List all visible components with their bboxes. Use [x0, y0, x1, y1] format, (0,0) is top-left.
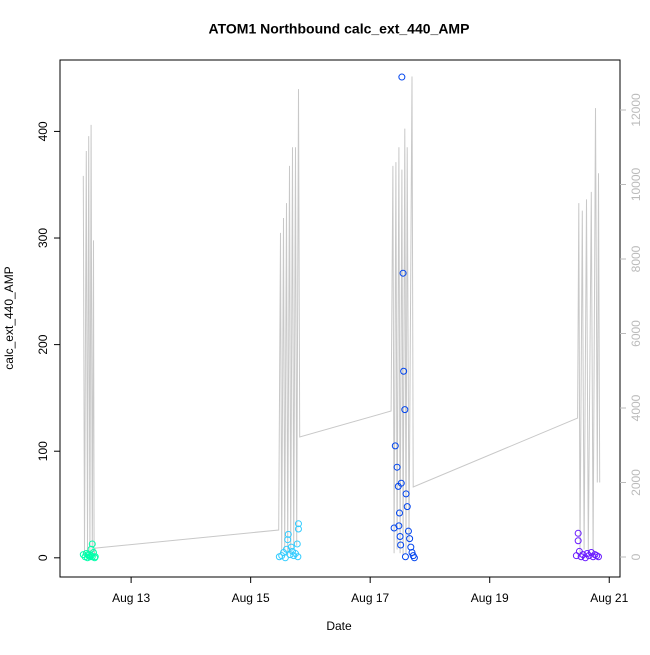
- point: [91, 553, 99, 561]
- y2-tick-label: 10000: [629, 167, 643, 201]
- point: [87, 552, 95, 560]
- point: [88, 540, 96, 548]
- point: [396, 532, 404, 540]
- y-axis-title: calc_ext_440_AMP: [2, 266, 16, 369]
- y2-tick-label: 4000: [629, 394, 643, 421]
- point: [397, 479, 405, 487]
- point: [281, 554, 289, 562]
- point: [577, 553, 585, 561]
- y2-tick-label: 12000: [629, 93, 643, 127]
- point: [583, 550, 591, 558]
- point: [593, 552, 601, 560]
- y-tick-label: 300: [36, 228, 50, 248]
- y-tick-label: 200: [36, 334, 50, 354]
- point: [574, 529, 582, 537]
- point: [397, 541, 405, 549]
- point: [398, 73, 406, 81]
- y2-tick-label: 0: [629, 553, 643, 560]
- point: [290, 552, 298, 560]
- point: [574, 537, 582, 545]
- chart-title: ATOM1 Northbound calc_ext_440_AMP: [209, 21, 470, 37]
- point: [293, 540, 301, 548]
- point: [395, 522, 403, 530]
- x-tick-label: Aug 15: [232, 591, 270, 605]
- x-tick-label: Aug 17: [351, 591, 389, 605]
- point: [287, 543, 295, 551]
- point: [395, 509, 403, 517]
- y2-tick-label: 8000: [629, 245, 643, 272]
- line: [82, 76, 601, 558]
- y2-tick-label: 6000: [629, 320, 643, 347]
- point: [400, 367, 408, 375]
- point: [391, 442, 399, 450]
- point: [294, 525, 302, 533]
- y-tick-label: 100: [36, 441, 50, 461]
- point: [294, 520, 302, 528]
- point: [401, 553, 409, 561]
- point: [294, 553, 302, 561]
- point: [88, 553, 96, 561]
- y2-tick-label: 2000: [629, 469, 643, 496]
- point: [589, 553, 597, 561]
- point: [594, 553, 602, 561]
- y-tick-label: 0: [36, 554, 50, 561]
- point: [591, 551, 599, 559]
- x-tick-label: Aug 19: [471, 591, 509, 605]
- x-tick-label: Aug 21: [590, 591, 628, 605]
- point: [284, 536, 292, 544]
- point: [401, 406, 409, 414]
- plot-frame: [59, 59, 621, 578]
- point: [284, 530, 292, 538]
- point: [393, 463, 401, 471]
- point: [86, 553, 94, 561]
- point: [404, 527, 412, 535]
- point: [406, 535, 414, 543]
- point: [581, 554, 589, 562]
- point: [587, 548, 595, 556]
- y-tick-label: 400: [36, 121, 50, 141]
- x-tick-label: Aug 13: [112, 591, 150, 605]
- point: [399, 269, 407, 277]
- point: [84, 551, 92, 559]
- x-axis-title: Date: [326, 619, 352, 633]
- point: [410, 554, 418, 562]
- point: [403, 503, 411, 511]
- point: [402, 490, 410, 498]
